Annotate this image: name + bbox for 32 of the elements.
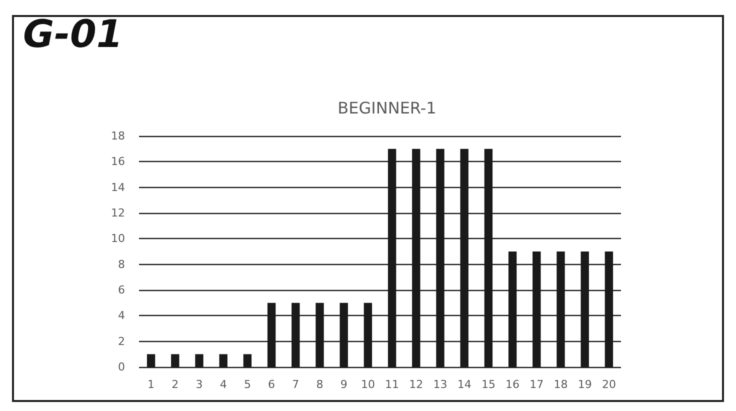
x-tick-label: 14 <box>457 378 472 391</box>
x-tick-label: 17 <box>530 378 544 391</box>
x-tick-label: 8 <box>316 378 324 391</box>
x-tick-label: 3 <box>196 378 203 391</box>
y-tick-label: 12 <box>111 206 125 220</box>
y-tick-label: 10 <box>111 232 125 246</box>
x-tick-label: 4 <box>220 378 227 391</box>
y-tick-label: 4 <box>118 309 125 322</box>
x-tick-label: 1 <box>148 378 155 391</box>
x-tick-label: 16 <box>506 378 520 391</box>
x-tick-label: 10 <box>360 378 375 391</box>
chart-subtitle: BEGINNER-1 <box>338 98 436 118</box>
x-tick-label: 13 <box>433 378 448 391</box>
y-tick-label: 14 <box>111 180 125 194</box>
x-tick-label: 7 <box>292 378 300 391</box>
x-tick-label: 11 <box>385 378 400 391</box>
y-tick-label: 16 <box>111 155 125 168</box>
chart-title: G-01 <box>23 12 123 56</box>
x-tick-label: 9 <box>340 378 348 391</box>
x-tick-label: 20 <box>602 378 616 391</box>
y-tick-label: 6 <box>118 284 125 296</box>
x-tick-label: 6 <box>268 378 276 391</box>
x-tick-label: 15 <box>481 378 496 391</box>
y-tick-label: 2 <box>118 334 125 348</box>
x-tick-label: 2 <box>172 378 179 391</box>
y-tick-label: 8 <box>118 258 125 271</box>
x-tick-label: 19 <box>578 378 592 391</box>
x-tick-label: 12 <box>409 378 424 391</box>
y-tick-label: 0 <box>118 360 125 374</box>
x-tick-label: 5 <box>244 378 251 391</box>
y-tick-label: 18 <box>111 130 125 142</box>
x-tick-label: 18 <box>554 378 568 391</box>
